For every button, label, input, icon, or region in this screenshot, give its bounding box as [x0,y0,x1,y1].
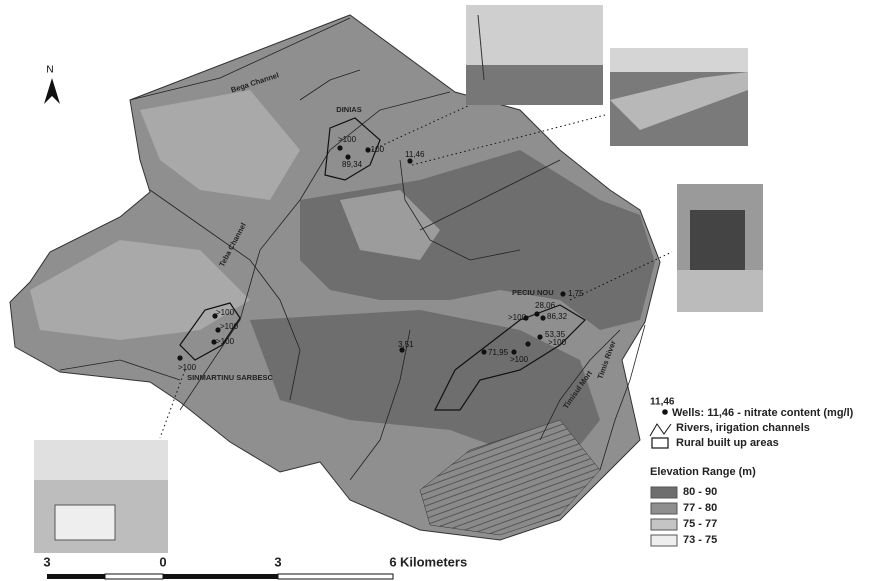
well-label: 28,06 [535,301,556,310]
well-label: 86,32 [547,312,568,321]
well [337,145,342,150]
well [540,315,545,320]
scale-unit: Kilometers [400,554,467,569]
photo [677,184,763,312]
map: N 11,46 Wells: 11,46 - nitrate content (… [0,0,888,581]
photo [466,5,603,105]
well-label: >100 [510,355,529,364]
well [177,355,182,360]
well [534,311,539,316]
well [560,291,565,296]
legend-rivers: Rivers, irigation channels [676,422,810,434]
place-label: PECIU NOU [512,288,554,297]
north-label: N [46,65,53,76]
scale-tick: 3 [274,554,281,569]
well [525,341,530,346]
well [407,158,412,163]
legend-elevation-title: Elevation Range (m) [650,466,756,478]
well [537,334,542,339]
well-label: 89,34 [342,160,363,169]
legend-range: 75 - 77 [683,518,717,530]
scale-tick: 0 [159,554,166,569]
place-label: DINIAS [336,105,361,114]
well-label: 11,46 [405,150,425,159]
well [481,349,486,354]
legend-built [652,438,668,448]
scale-tick: 3 [43,554,50,569]
scale-tick: 6 [389,554,396,569]
legend-built-label: Rural built up areas [676,437,779,449]
legend-range: 73 - 75 [683,534,717,546]
well-label: 71,95 [488,348,509,357]
well [345,154,350,159]
north-arrow [44,78,60,104]
well-label: >100 [338,135,357,144]
well-label: >100 [216,308,235,317]
place-label: SINMARTINU SARBESC [187,373,273,382]
well-label: >100 [366,145,385,154]
well [511,349,516,354]
well-label: 1,75 [568,289,584,298]
well-label: 3,51 [398,340,414,349]
well-label: >100 [548,338,567,347]
legend-ranges [651,487,677,546]
legend-wells: Wells: 11,46 - nitrate content (mg/l) [672,407,854,419]
photo [34,440,168,553]
well-label: >100 [178,363,197,372]
photo [610,48,748,146]
legend-range: 80 - 90 [683,486,717,498]
legend-river [650,424,671,436]
scale-bar [47,574,393,579]
legend-well [662,409,668,415]
legend-range: 77 - 80 [683,502,717,514]
well-label: >100 [220,322,239,331]
well-label: >100 [508,313,527,322]
well-label: >100 [216,337,235,346]
